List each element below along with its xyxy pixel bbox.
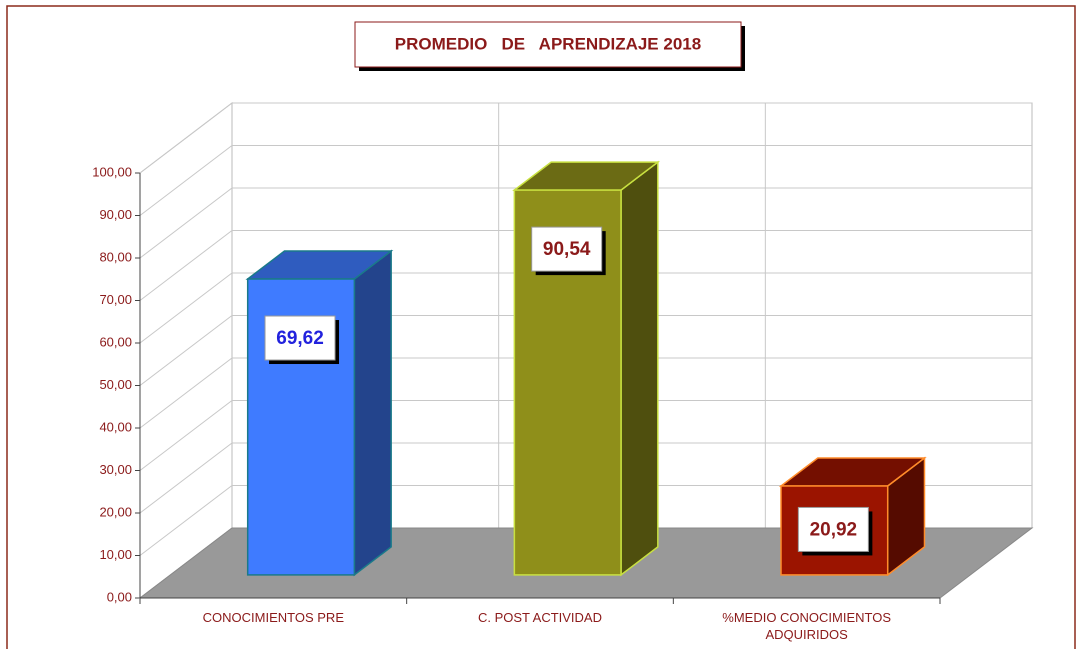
x-tick-label: CONOCIMIENTOS PRE bbox=[202, 610, 344, 625]
y-tick-label: 70,00 bbox=[99, 292, 132, 307]
chart-title: PROMEDIO DE APRENDIZAJE 2018 bbox=[395, 34, 701, 53]
bar-side bbox=[353, 249, 392, 577]
data-label: 90,54 bbox=[543, 239, 591, 260]
x-tick-label: %MEDIO CONOCIMIENTOS ADQUIRIDOS bbox=[722, 610, 892, 642]
x-tick-label: C. POST ACTIVIDAD bbox=[477, 610, 602, 625]
data-label: 69,62 bbox=[276, 328, 324, 349]
y-tick-label: 10,00 bbox=[99, 547, 132, 562]
y-tick-label: 100,00 bbox=[92, 164, 132, 179]
y-tick-label: 20,00 bbox=[99, 504, 132, 519]
y-tick-label: 80,00 bbox=[99, 249, 132, 264]
plot-area: 0,00 10,00 20,00 30,00 40,00 50,00 60,00 70,00 8… bbox=[92, 101, 1034, 604]
data-label-box bbox=[264, 315, 336, 361]
y-tick-label: 90,00 bbox=[99, 207, 132, 222]
y-tick-label: 30,00 bbox=[99, 462, 132, 477]
title-box bbox=[354, 21, 742, 68]
bar-side bbox=[620, 160, 659, 577]
data-label-box bbox=[531, 226, 603, 272]
y-tick-label: 40,00 bbox=[99, 419, 132, 434]
y-tick-label: 50,00 bbox=[99, 377, 132, 392]
data-label-box bbox=[797, 506, 869, 552]
data-label: 20,92 bbox=[810, 519, 858, 540]
y-tick-label: 0,00 bbox=[107, 589, 132, 604]
y-tick-label: 60,00 bbox=[99, 334, 132, 349]
